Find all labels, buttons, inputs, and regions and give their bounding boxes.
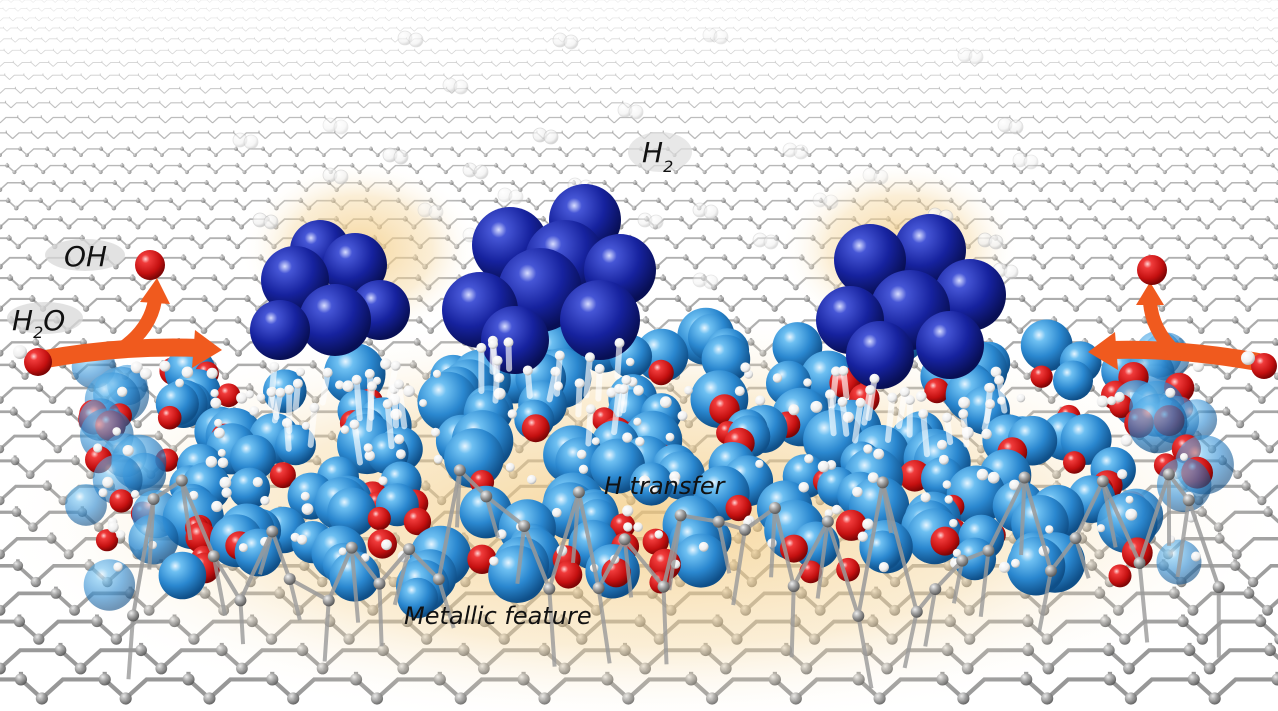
oh-label: OH (64, 240, 107, 273)
metallic-feature-label: Metallic feature (404, 602, 592, 630)
h2o-molecule-left (13, 345, 52, 376)
oh-label-group: OH (45, 239, 125, 273)
h2-h: H (642, 136, 663, 169)
h2o-h: H (12, 304, 33, 337)
graphene-front-links (126, 464, 1225, 689)
h2-label-group: H2 (628, 132, 692, 176)
substrate-cluster (65, 307, 1234, 619)
h-transfer-label: H transfer (604, 472, 727, 500)
h2o-subscript: 2 (33, 323, 43, 342)
right-curved-arrow-icon (1088, 282, 1267, 371)
metal-cluster-3 (816, 214, 1008, 458)
oh-molecule (135, 250, 165, 280)
metal-cluster-2 (442, 184, 656, 447)
metal-cluster-1 (250, 220, 410, 466)
metal-clusters (250, 184, 1008, 466)
h2-subscript: 2 (663, 157, 673, 176)
left-curved-arrow-icon (31, 278, 222, 369)
h2o-molecule-right (1241, 351, 1277, 379)
h2o-label-group: H2O (7, 302, 83, 342)
h2o-o: O (43, 304, 65, 337)
oh-molecule-right (1137, 255, 1167, 285)
haze (0, 0, 1278, 120)
